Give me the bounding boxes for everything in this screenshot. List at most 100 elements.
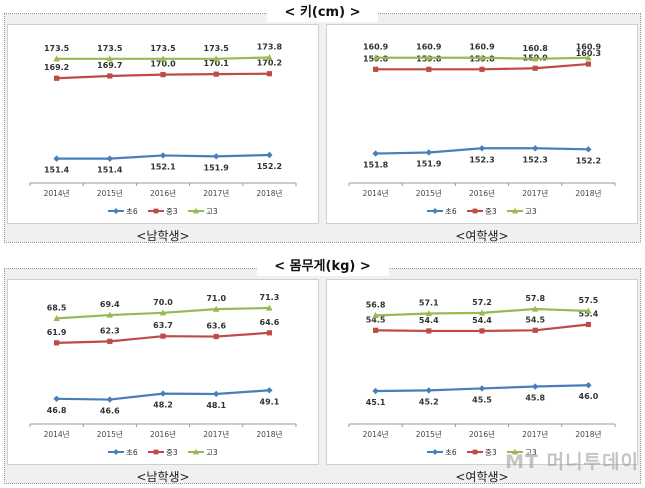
data-point (478, 54, 486, 61)
legend-marker (193, 207, 199, 214)
x-tick-label: 2015년 (97, 429, 123, 439)
legend-label: 초6 (445, 448, 457, 457)
weight-female-panel: 2014년 2015년 2016년 2017년 2018년 45.1 45.2 45.5 45.… (326, 279, 638, 465)
data-point (479, 328, 485, 334)
data-label: 173.5 (150, 44, 176, 53)
height-female-caption: <여학생> (455, 229, 509, 243)
x-tick-label: 2017년 (522, 429, 548, 439)
data-point (106, 311, 113, 318)
data-label: 170.2 (257, 59, 282, 68)
data-point (266, 54, 273, 61)
data-label: 169.7 (97, 61, 122, 70)
legend-marker (512, 448, 518, 455)
x-tick-label: 2014년 (44, 188, 70, 198)
data-label: 57.5 (579, 296, 599, 305)
data-label: 49.1 (260, 397, 280, 406)
data-label: 173.5 (97, 44, 123, 53)
data-label: 45.2 (419, 397, 439, 406)
weight-female-caption: <여학생> (455, 470, 509, 484)
data-label: 151.8 (363, 161, 389, 170)
data-label: 170.1 (204, 59, 230, 68)
data-label: 152.1 (150, 162, 176, 171)
legend-marker (113, 208, 119, 214)
data-label: 57.8 (525, 294, 545, 303)
data-point (213, 71, 219, 77)
data-point (160, 333, 166, 339)
data-point (585, 382, 592, 389)
data-point (585, 61, 591, 67)
data-point (532, 65, 538, 71)
data-point (213, 390, 220, 398)
data-point (159, 55, 167, 62)
weight-male-caption: <남학생> (136, 470, 190, 484)
data-point (266, 71, 272, 77)
legend-marker (432, 208, 438, 214)
data-point (372, 54, 379, 61)
data-point (585, 321, 591, 328)
data-label: 62.3 (100, 326, 120, 335)
data-point (213, 153, 220, 160)
data-label: 70.0 (153, 298, 173, 307)
legend-label: 고3 (206, 448, 218, 457)
legend-label: 초6 (126, 207, 138, 216)
data-label: 54.4 (472, 316, 492, 325)
height-male-chart: 2014년 2015년 2016년 2017년 2018년 151.4 151.4 152.1… (29, 42, 297, 216)
data-point (53, 395, 60, 402)
x-tick-label: 2016년 (150, 188, 176, 198)
data-label: 173.5 (204, 44, 230, 53)
x-tick-label: 2018년 (256, 429, 282, 439)
data-point (159, 309, 167, 316)
data-label: 160.9 (363, 43, 389, 52)
weight-female-chart: 2014년 2015년 2016년 2017년 2018년 45.1 45.2 45.5 45.… (348, 294, 616, 457)
legend-marker (153, 449, 159, 455)
legend-label: 중3 (485, 448, 497, 457)
data-point (532, 305, 539, 312)
legend-label: 중3 (485, 207, 497, 216)
data-label: 173.8 (257, 42, 283, 51)
legend-label: 초6 (445, 207, 457, 216)
legend-marker (472, 208, 478, 214)
data-point (426, 328, 432, 334)
data-label: 54.5 (525, 315, 545, 324)
data-point (585, 54, 592, 61)
legend-label: 고3 (206, 207, 218, 216)
data-point (585, 146, 592, 153)
height-female-chart: 2014년 2015년 2016년 2017년 2018년 151.8 151.9 152.3… (348, 43, 616, 216)
data-point (53, 155, 60, 162)
data-label: 151.4 (97, 166, 123, 175)
x-tick-label: 2016년 (469, 429, 495, 439)
data-label: 45.5 (472, 395, 492, 404)
data-point (213, 55, 220, 62)
data-label: 55.4 (579, 309, 599, 318)
legend-label: 중3 (166, 448, 178, 457)
x-tick-label: 2015년 (416, 429, 442, 439)
x-tick-label: 2016년 (469, 188, 495, 198)
data-point (373, 66, 379, 72)
weight-male-chart: 2014년 2015년 2016년 2017년 2018년 46.8 46.6 48.2 48.… (29, 293, 297, 457)
legend-marker (193, 448, 199, 455)
data-point (479, 66, 485, 72)
data-label: 63.7 (153, 321, 173, 330)
data-label: 61.9 (47, 328, 67, 337)
data-label: 54.5 (366, 315, 386, 324)
data-label: 152.2 (257, 162, 282, 171)
data-point (159, 152, 167, 159)
data-point (266, 387, 273, 394)
data-label: 152.2 (576, 156, 601, 165)
height-female-panel: 2014년 2015년 2016년 2017년 2018년 151.8 151.9 152.3… (326, 24, 638, 224)
data-point (425, 310, 432, 317)
data-point (106, 396, 113, 403)
data-label: 57.1 (419, 299, 439, 308)
data-label: 152.3 (523, 155, 548, 164)
weight-male-panel: 2014년 2015년 2016년 2017년 2018년 46.8 46.6 48.2 48.… (7, 279, 319, 465)
data-label: 160.9 (469, 43, 495, 52)
x-tick-label: 2017년 (203, 188, 229, 198)
data-point (372, 312, 379, 319)
x-tick-label: 2017년 (522, 188, 548, 198)
data-point (266, 330, 272, 336)
data-point (478, 145, 486, 152)
data-point (425, 149, 432, 156)
x-tick-label: 2017년 (203, 429, 229, 439)
data-label: 45.1 (366, 398, 386, 407)
x-tick-label: 2014년 (44, 429, 70, 439)
